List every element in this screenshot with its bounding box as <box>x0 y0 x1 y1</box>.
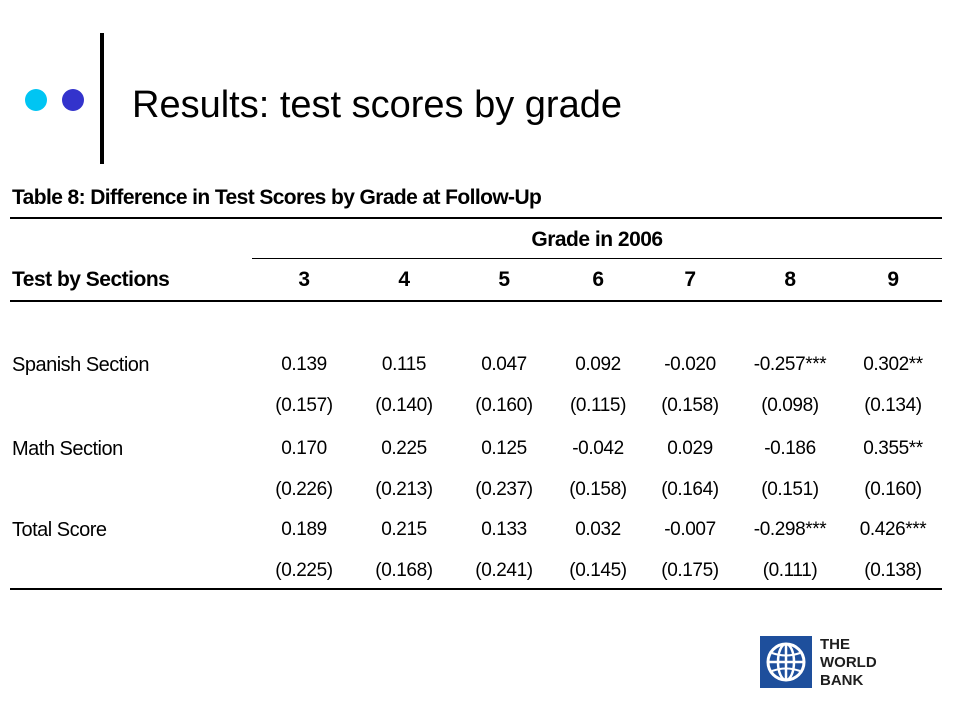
standard-error-cell: (0.145) <box>569 560 627 581</box>
column-header: 6 <box>592 268 604 291</box>
row-header: Test by Sections <box>12 268 170 291</box>
standard-error-cell: (0.160) <box>475 395 533 416</box>
standard-error-cell: (0.237) <box>475 479 533 500</box>
standard-error-cell: (0.098) <box>761 395 819 416</box>
coefficient-cell: 0.170 <box>281 438 327 459</box>
standard-error-cell: (0.168) <box>375 560 433 581</box>
table-caption: Table 8: Difference in Test Scores by Gr… <box>12 186 542 209</box>
world-bank-logo: THE WORLD BANK <box>760 636 900 696</box>
coefficient-cell: 0.302** <box>863 354 923 375</box>
column-header: 5 <box>498 268 510 291</box>
coefficient-cell: 0.355** <box>863 438 923 459</box>
header-bottom-rule <box>10 300 942 302</box>
coefficient-cell: 0.092 <box>575 354 621 375</box>
standard-error-cell: (0.175) <box>661 560 719 581</box>
standard-error-cell: (0.213) <box>375 479 433 500</box>
standard-error-cell: (0.111) <box>762 560 818 581</box>
coefficient-cell: -0.020 <box>664 354 716 375</box>
column-header: 9 <box>887 268 899 291</box>
row-label: Spanish Section <box>12 354 150 376</box>
coefficient-cell: 0.032 <box>575 519 621 540</box>
logo-line: BANK <box>820 672 864 689</box>
coefficient-cell: 0.139 <box>281 354 327 375</box>
standard-error-cell: (0.140) <box>375 395 433 416</box>
row-label: Math Section <box>12 438 123 460</box>
logo-line: THE <box>820 636 850 653</box>
standard-error-cell: (0.115) <box>570 395 626 416</box>
coefficient-cell: 0.225 <box>381 438 427 459</box>
coefficient-cell: 0.426*** <box>859 519 927 540</box>
title-divider <box>100 33 104 164</box>
logo-line: WORLD <box>820 654 877 671</box>
coefficient-cell: -0.257*** <box>753 354 827 375</box>
standard-error-cell: (0.164) <box>661 479 719 500</box>
coefficient-cell: 0.029 <box>667 438 713 459</box>
logo-wordmark: THE WORLD BANK <box>820 636 877 690</box>
column-header: 7 <box>684 268 696 291</box>
standard-error-cell: (0.226) <box>275 479 333 500</box>
coefficient-cell: 0.115 <box>381 354 427 375</box>
coefficient-cell: 0.047 <box>481 354 527 375</box>
group-header-rule <box>252 258 942 259</box>
coefficient-cell: -0.007 <box>664 519 716 540</box>
coefficient-cell: 0.189 <box>281 519 327 540</box>
coefficient-cell: 0.133 <box>481 519 527 540</box>
table-top-rule <box>10 217 942 219</box>
bullet-dot-blue <box>62 89 84 111</box>
standard-error-cell: (0.158) <box>661 395 719 416</box>
grade-group-header: Grade in 2006 <box>531 228 663 251</box>
coefficient-cell: 0.125 <box>481 438 527 459</box>
table-bottom-rule <box>10 588 942 590</box>
row-label: Total Score <box>12 519 107 541</box>
standard-error-cell: (0.151) <box>761 479 819 500</box>
coefficient-cell: 0.215 <box>381 519 427 540</box>
standard-error-cell: (0.134) <box>864 395 922 416</box>
coefficient-cell: -0.298*** <box>753 519 827 540</box>
column-header: 3 <box>298 268 310 291</box>
standard-error-cell: (0.160) <box>864 479 922 500</box>
bullet-dot-cyan <box>25 89 47 111</box>
standard-error-cell: (0.157) <box>275 395 333 416</box>
standard-error-cell: (0.138) <box>864 560 922 581</box>
standard-error-cell: (0.241) <box>475 560 533 581</box>
column-header: 4 <box>398 268 410 291</box>
coefficient-cell: -0.186 <box>764 438 816 459</box>
column-header: 8 <box>784 268 796 291</box>
standard-error-cell: (0.225) <box>275 560 333 581</box>
slide-title: Results: test scores by grade <box>132 84 622 126</box>
globe-icon <box>760 636 812 688</box>
coefficient-cell: -0.042 <box>572 438 624 459</box>
standard-error-cell: (0.158) <box>569 479 627 500</box>
